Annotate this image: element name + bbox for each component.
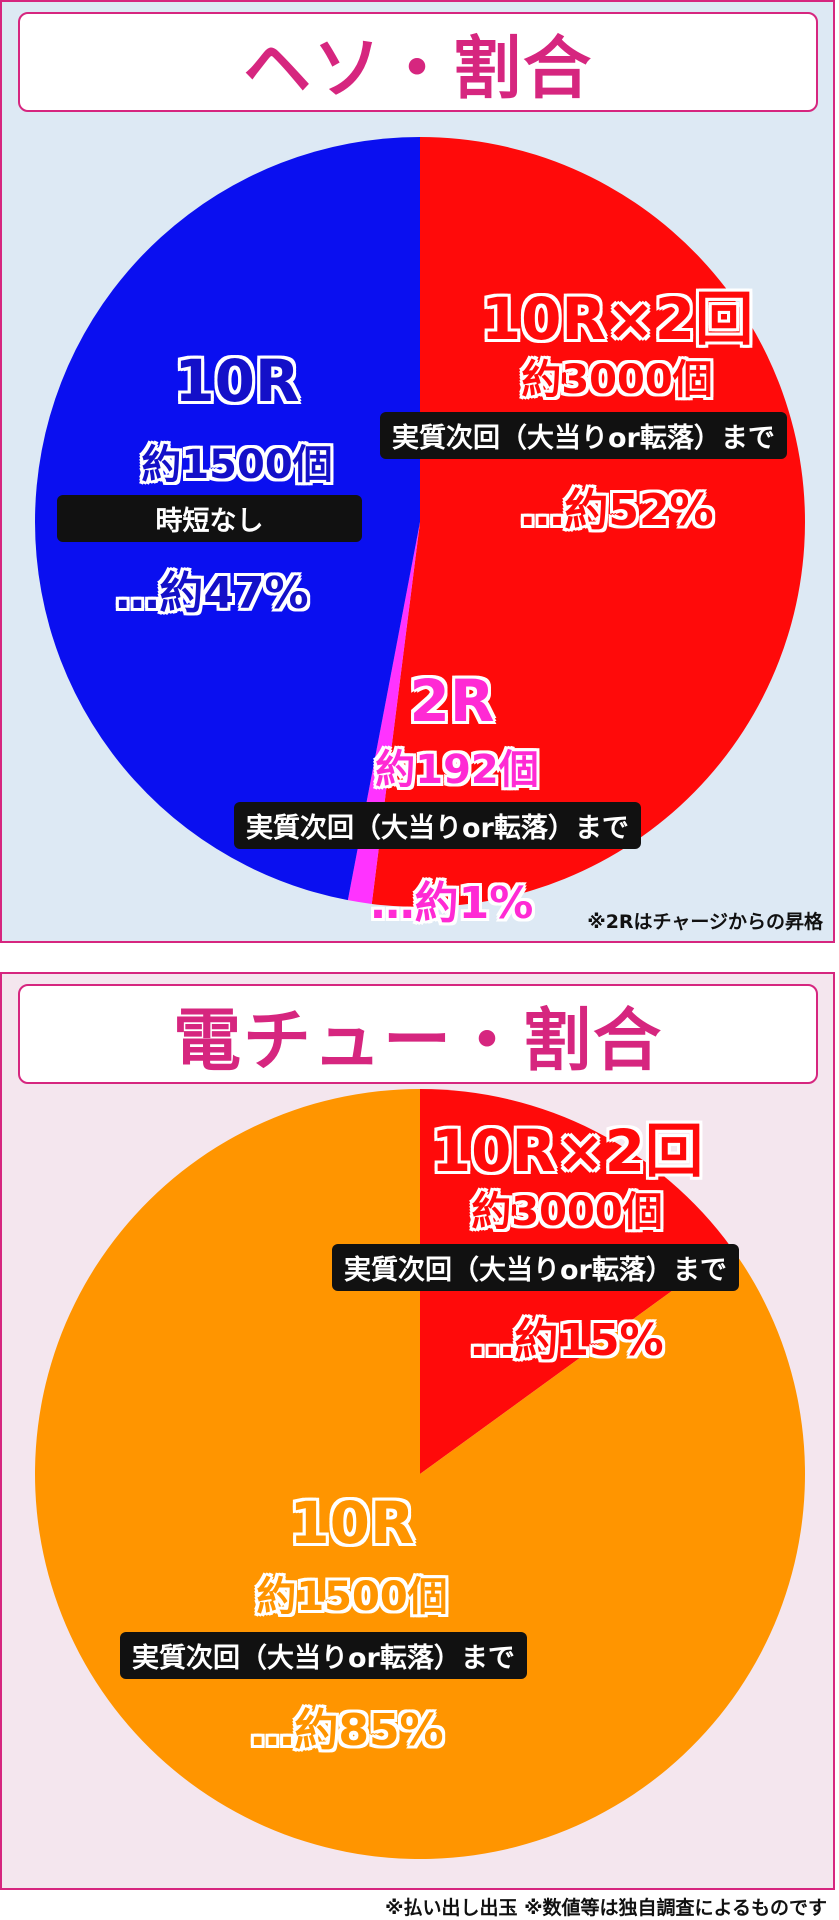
label-10rx2-count-2: 約3000個 — [471, 1189, 663, 1235]
label-2r-pct: …約1% — [370, 878, 534, 929]
label-2r-name: 2R — [409, 667, 495, 735]
label-10rx2-tag-2: 実質次回（大当りor転落）まで — [332, 1244, 739, 1291]
label-10r-tag-2: 実質次回（大当りor転落）まで — [120, 1632, 527, 1679]
label-10rx2-pct-2: …約15% — [470, 1315, 664, 1366]
panel-denchu: 電チュー・割合 10R×2回 約3000個 実質次回（大当りor転落）まで …約… — [0, 972, 835, 1890]
label-10r-pct-2: …約85% — [250, 1705, 444, 1756]
pie-slice-0 — [371, 137, 805, 907]
panel-title-box-denchu: 電チュー・割合 — [18, 984, 818, 1084]
footnote-2r: ※2Rはチャージからの昇格 — [587, 911, 823, 933]
panel-title-box-heso: ヘソ・割合 — [18, 12, 818, 112]
label-10r-tag: 時短なし — [57, 495, 362, 542]
page-title-heso: ヘソ・割合 — [242, 29, 593, 109]
label-10rx2-count: 約3000個 — [521, 357, 713, 403]
page-title-denchu: 電チュー・割合 — [172, 1001, 663, 1081]
label-10r-name: 10R — [174, 347, 300, 415]
panel-heso: ヘソ・割合 10R 約1500個 時短なし …約47% 10R×2回 約3000… — [0, 0, 835, 943]
label-10rx2-pct: …約52% — [520, 485, 714, 536]
label-10rx2-tag: 実質次回（大当りor転落）まで — [380, 412, 787, 459]
label-2r-count: 約192個 — [375, 747, 539, 793]
pie-chart-heso — [35, 137, 805, 907]
label-10r-count: 約1500個 — [141, 442, 333, 488]
label-2r-tag: 実質次回（大当りor転落）まで — [234, 802, 641, 849]
label-10r-count-2: 約1500個 — [256, 1574, 448, 1620]
label-10r-pct: …約47% — [115, 568, 309, 619]
label-10rx2-name: 10R×2回 — [480, 285, 754, 353]
label-10r-name-2: 10R — [289, 1489, 415, 1557]
footer-note: ※払い出し出玉 ※数値等は独自調査によるものです — [385, 1897, 827, 1919]
label-10rx2-name-2: 10R×2回 — [430, 1117, 704, 1185]
